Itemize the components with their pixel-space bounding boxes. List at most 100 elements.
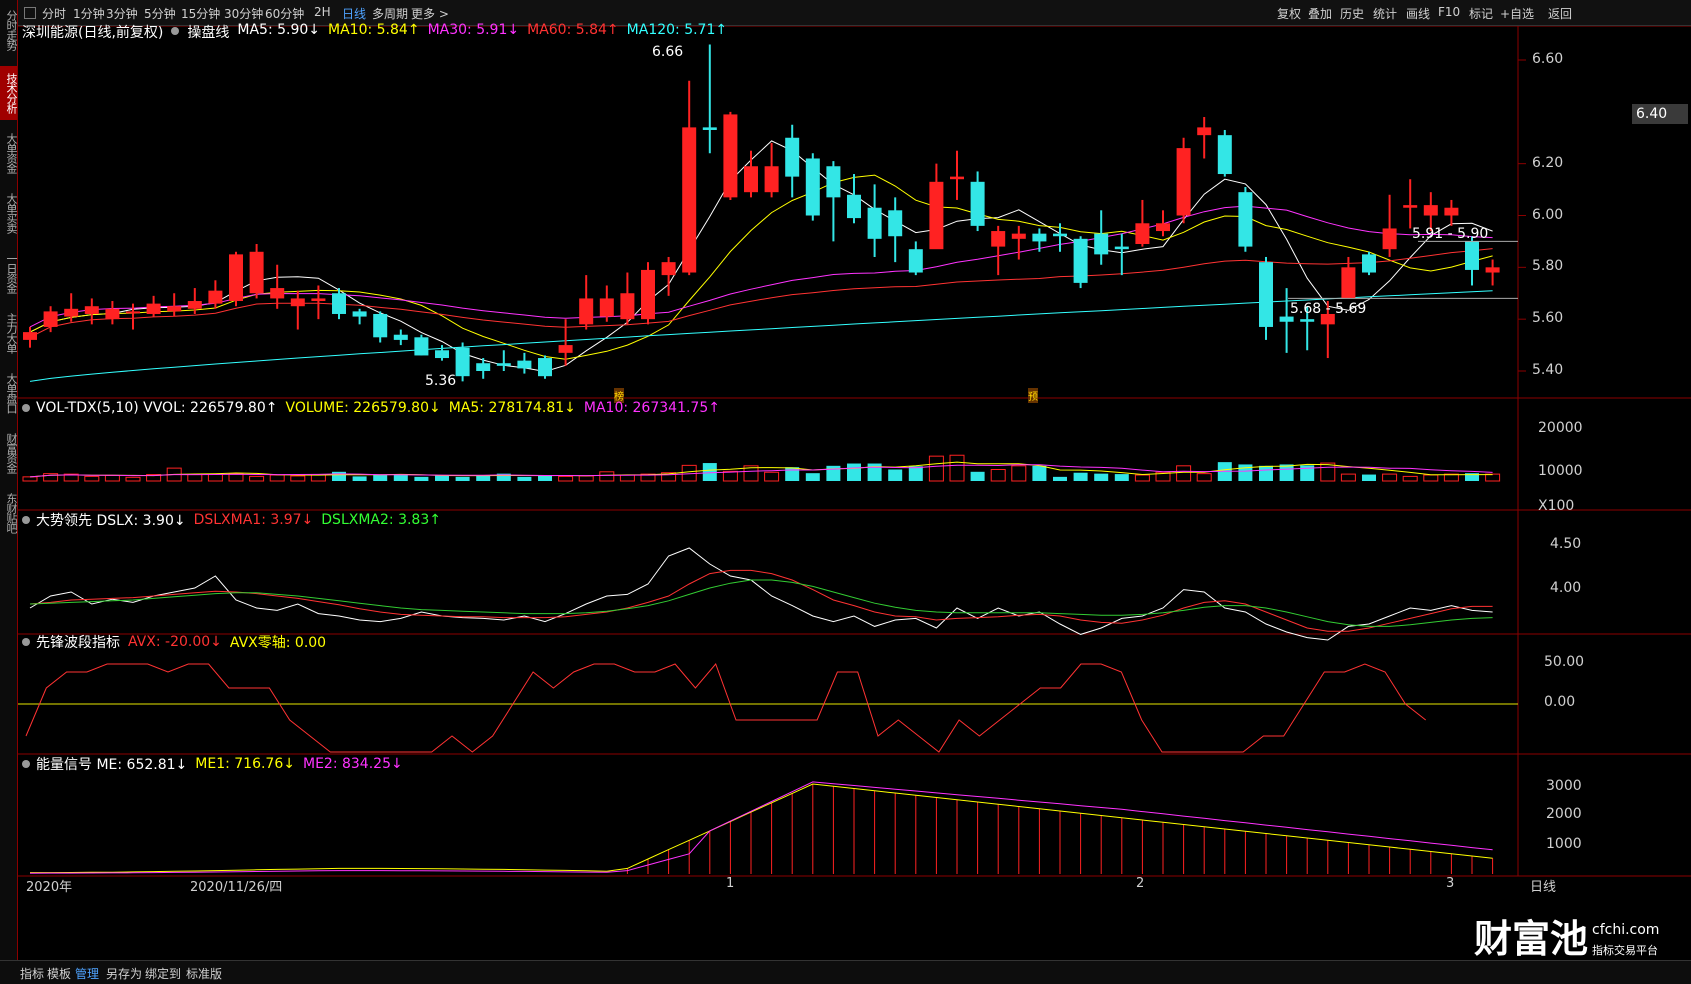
candle bbox=[435, 345, 449, 361]
vol-ma10-line bbox=[29, 464, 1493, 478]
period-tab-10[interactable]: 更多 > bbox=[411, 7, 449, 21]
tool-button-4[interactable]: 画线 bbox=[1406, 7, 1431, 21]
indicator-name[interactable]: 操盘线 bbox=[187, 25, 230, 41]
period-tab-3[interactable]: 5分钟 bbox=[144, 7, 176, 21]
period-tab-4[interactable]: 15分钟 bbox=[181, 7, 221, 21]
candle bbox=[414, 334, 429, 356]
tool-button-6[interactable]: 标记 bbox=[1469, 7, 1494, 21]
avx-line bbox=[25, 663, 1427, 753]
x-axis-label: 3 bbox=[1446, 876, 1455, 891]
dslx-header: 大势领先 DSLX: 3.90↓ DSLXMA1: 3.97↓ DSLXMA2: 3… bbox=[22, 510, 441, 530]
candle bbox=[1217, 129, 1232, 177]
x-axis-label: 1 bbox=[726, 876, 735, 891]
price-axis-label: 5.40 bbox=[1532, 362, 1564, 378]
sidebar-tab-0[interactable]: 分时走势 bbox=[5, 10, 18, 50]
tool-button-5[interactable]: F10 bbox=[1438, 5, 1461, 19]
candle bbox=[1279, 288, 1294, 353]
volume-settings-icon[interactable] bbox=[22, 404, 30, 412]
bottom-tab-2[interactable]: 管理 bbox=[75, 967, 100, 981]
volume-bar bbox=[1279, 464, 1294, 481]
x-axis-label: 2020/11/26/四 bbox=[190, 880, 283, 895]
volume-bar bbox=[1485, 473, 1501, 482]
volume-bar bbox=[476, 475, 491, 481]
volume-bar bbox=[558, 475, 574, 482]
tool-button-2[interactable]: 历史 bbox=[1340, 7, 1365, 21]
avx-settings-icon[interactable] bbox=[22, 638, 30, 646]
dslx-settings-icon[interactable] bbox=[22, 516, 30, 524]
indicator-settings-icon[interactable] bbox=[171, 27, 180, 35]
period-tab-7[interactable]: 2H bbox=[314, 5, 331, 19]
period-tab-5[interactable]: 30分钟 bbox=[224, 7, 264, 21]
volume-bar bbox=[414, 476, 429, 481]
me1-line bbox=[30, 783, 1493, 874]
volume-axis-label: X100 bbox=[1538, 498, 1575, 514]
volume-bar bbox=[104, 474, 120, 482]
me-settings-icon[interactable] bbox=[22, 760, 30, 768]
candle bbox=[496, 350, 511, 371]
volume-bar bbox=[1011, 465, 1027, 482]
candle bbox=[1362, 251, 1376, 276]
candle bbox=[1485, 259, 1500, 286]
price-axis-label: 5.80 bbox=[1532, 258, 1564, 275]
candle bbox=[373, 311, 388, 343]
candle bbox=[64, 293, 79, 322]
candle bbox=[970, 171, 985, 232]
volume-axis-label: 20000 bbox=[1538, 420, 1583, 436]
bottom-tab-4[interactable]: 绑定到 bbox=[145, 967, 182, 981]
price-annotation: 预 bbox=[1028, 388, 1038, 403]
volume-bar bbox=[764, 471, 780, 482]
bottom-tab-5[interactable]: 标准版 bbox=[186, 967, 223, 981]
volume-bar bbox=[578, 475, 594, 482]
tool-button-7[interactable]: +自选 bbox=[1500, 7, 1535, 21]
sidebar-tab-3[interactable]: 大单买卖 bbox=[5, 193, 18, 233]
volume-bar bbox=[1114, 474, 1129, 481]
period-tab-2[interactable]: 3分钟 bbox=[106, 7, 138, 21]
left-sidebar: 分时走势技术分析大单资金大单买卖一日资金主力大单大单盘口财富资金东财贴吧 bbox=[0, 0, 18, 960]
me-axis-label: 2000 bbox=[1546, 806, 1582, 822]
avx-header-item: AVX: -20.00↓ bbox=[128, 634, 222, 650]
sidebar-tab-2[interactable]: 大单资金 bbox=[5, 133, 18, 173]
tool-button-8[interactable]: 返回 bbox=[1548, 7, 1573, 21]
volume-bar bbox=[393, 474, 408, 481]
volume-bar bbox=[146, 474, 162, 482]
period-tab-8[interactable]: 日线 bbox=[342, 7, 367, 21]
candle bbox=[1156, 210, 1170, 237]
tool-button-1[interactable]: 叠加 bbox=[1308, 7, 1333, 21]
period-tab-9[interactable]: 多周期 bbox=[372, 7, 409, 21]
ma-legend-1: MA10: 5.84↑ bbox=[328, 22, 420, 38]
candle bbox=[455, 342, 470, 382]
candle bbox=[249, 244, 264, 299]
candle bbox=[476, 358, 491, 379]
bottom-tab-0[interactable]: 指标 bbox=[20, 967, 45, 981]
toolbar-checkbox[interactable] bbox=[24, 7, 36, 19]
sidebar-tab-7[interactable]: 财富资金 bbox=[5, 433, 18, 473]
sidebar-tab-1[interactable]: 技术分析 bbox=[0, 66, 18, 120]
candle bbox=[888, 197, 903, 263]
candle bbox=[744, 150, 758, 198]
volume-bar bbox=[928, 455, 944, 482]
volume-bar bbox=[990, 469, 1006, 482]
volume-bar bbox=[867, 463, 882, 481]
period-tab-6[interactable]: 60分钟 bbox=[265, 7, 305, 21]
bottom-tab-1[interactable]: 模板 bbox=[47, 967, 72, 981]
candle bbox=[311, 285, 326, 320]
volume-bar bbox=[1134, 474, 1150, 482]
volume-bar bbox=[22, 476, 38, 482]
bottom-bar: 指标 模板 管理 另存为 绑定到 标准版 bbox=[0, 960, 1691, 984]
tool-button-0[interactable]: 复权 bbox=[1277, 7, 1302, 21]
bottom-tab-3[interactable]: 另存为 bbox=[106, 967, 143, 981]
volume-bar bbox=[619, 474, 635, 482]
price-annotation: 6.66 bbox=[652, 44, 684, 60]
volume-axis-label: 10000 bbox=[1538, 463, 1583, 479]
sidebar-tab-5[interactable]: 主力大单 bbox=[5, 313, 18, 353]
sidebar-tab-4[interactable]: 一日资金 bbox=[5, 253, 18, 293]
period-tab-0[interactable]: 分时 bbox=[42, 7, 67, 21]
volume-bar bbox=[1340, 473, 1356, 482]
candle bbox=[1403, 179, 1418, 229]
price-annotation: 5.91 - 5.90 bbox=[1412, 226, 1489, 242]
dslx-header-title: 大势领先 DSLX: 3.90↓ bbox=[36, 513, 186, 529]
sidebar-tab-6[interactable]: 大单盘口 bbox=[5, 373, 18, 413]
tool-button-3[interactable]: 统计 bbox=[1373, 7, 1398, 21]
sidebar-tab-8[interactable]: 东财贴吧 bbox=[5, 493, 18, 533]
period-tab-1[interactable]: 1分钟 bbox=[73, 7, 105, 21]
